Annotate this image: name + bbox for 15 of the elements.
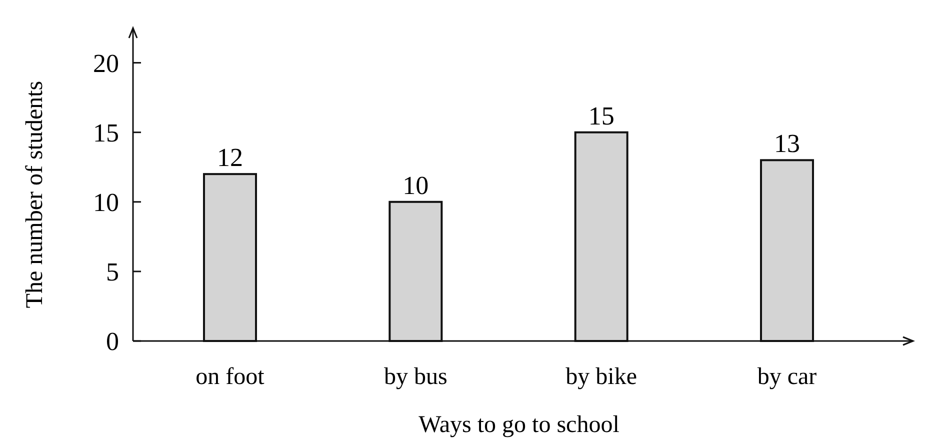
y-tick-label: 0 xyxy=(106,327,119,356)
y-tick-label: 20 xyxy=(93,48,119,78)
x-tick-label: by bus xyxy=(384,364,448,390)
x-tick-label: by bike xyxy=(566,364,637,390)
y-axis-title: The number of students xyxy=(22,80,48,308)
data-label: 10 xyxy=(402,170,429,200)
y-tick-label: 5 xyxy=(106,258,119,287)
x-axis-title: Ways to go to school xyxy=(418,412,620,438)
data-label: 12 xyxy=(217,143,243,172)
x-tick-label: on foot xyxy=(196,364,265,390)
data-label: 15 xyxy=(588,101,614,130)
data-label: 13 xyxy=(774,129,800,158)
y-tick-label: 10 xyxy=(93,188,119,217)
x-tick-label: by car xyxy=(757,364,817,390)
y-tick-label: 15 xyxy=(93,118,119,148)
